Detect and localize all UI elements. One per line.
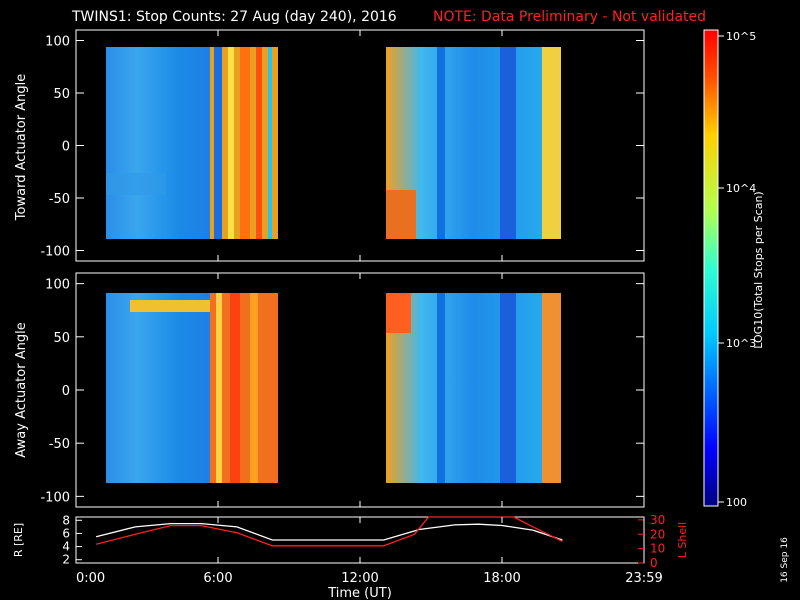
orbit-lshell-label: L Shell (676, 522, 689, 558)
colorbar (703, 29, 719, 507)
toward-streak (268, 47, 272, 239)
x-axis-label: Time (UT) (327, 586, 392, 600)
x-tick-label: 12:00 (341, 571, 378, 586)
chart-title: TWINS1: Stop Counts: 27 Aug (day 240), 2… (71, 9, 397, 25)
toward-streak (500, 47, 516, 239)
y-tick-label: -100 (40, 490, 70, 505)
colorbar-ticks: 10^5 10^4 10^3 100 (718, 30, 756, 509)
r-tick-label: 4 (62, 540, 70, 554)
toward-heatmap (106, 47, 561, 239)
x-tick-label: 6:00 (203, 571, 232, 586)
y-tick-label: -100 (40, 245, 70, 260)
y-tick-label: 50 (53, 87, 70, 102)
away-ylabel: Away Actuator Angle (14, 322, 29, 457)
colorbar-tick-label: 100 (726, 496, 747, 509)
y-tick-label: 0 (62, 140, 70, 155)
orbit-line-left (95, 522, 563, 541)
away-streak (230, 293, 240, 483)
y-tick-label: -50 (49, 437, 70, 452)
toward-ylabel: Toward Actuator Angle (14, 74, 29, 221)
away-block-1 (106, 293, 210, 483)
x-axis: 0:00 6:00 12:00 18:00 23:59 (75, 30, 663, 586)
r-tick-label: 8 (62, 513, 70, 527)
toward-streak (240, 47, 250, 239)
away-streak (250, 293, 258, 483)
colorbar-tick-label: 10^4 (726, 182, 756, 195)
toward-streak (437, 47, 445, 239)
away-top-band (130, 300, 230, 312)
away-streak (216, 293, 222, 483)
y-tick-label: 100 (45, 278, 70, 293)
colorbar-label: LOG10(Total Stops per Scan) (752, 191, 765, 348)
lshell-tick-label: 30 (650, 513, 665, 527)
toward-streak (228, 47, 234, 239)
colorbar-tick-label: 10^5 (726, 30, 756, 43)
r-tick-label: 6 (62, 526, 70, 540)
away-heatmap (106, 293, 561, 483)
away-streak (437, 293, 445, 483)
y-tick-label: 0 (62, 384, 70, 399)
y-tick-label: -50 (49, 192, 70, 207)
date-stamp: 16 Sep 16 (780, 537, 790, 583)
toward-streak (214, 47, 222, 239)
r-tick-label: 2 (62, 553, 70, 567)
x-tick-label: 18:00 (483, 571, 520, 586)
preliminary-note: NOTE: Data Preliminary - Not validated (433, 9, 706, 25)
y-tick-label: 50 (53, 331, 70, 346)
toward-lowband (106, 173, 166, 195)
y-tick-label: 100 (45, 35, 70, 50)
away-streak (542, 293, 561, 483)
lshell-tick-label: 0 (650, 556, 658, 570)
toward-block-1 (106, 47, 210, 239)
away-block-2 (386, 293, 561, 483)
away-orange-corner (386, 293, 411, 333)
x-tick-label: 0:00 (76, 571, 105, 586)
away-streak (500, 293, 516, 483)
toward-streak (256, 47, 262, 239)
lshell-tick-label: 10 (650, 542, 665, 556)
toward-streak (542, 47, 561, 239)
lshell-tick-label: 20 (650, 527, 665, 541)
orbit-r-label: R [RE] (12, 523, 25, 557)
orbit-line-right (95, 516, 563, 547)
colorbar-tick-label: 10^3 (726, 337, 756, 350)
y-axes: -100 -50 0 50 100 -100 -50 0 50 100 (40, 35, 644, 505)
toward-orange-corner (386, 190, 416, 239)
x-tick-label: 23:59 (625, 571, 662, 586)
